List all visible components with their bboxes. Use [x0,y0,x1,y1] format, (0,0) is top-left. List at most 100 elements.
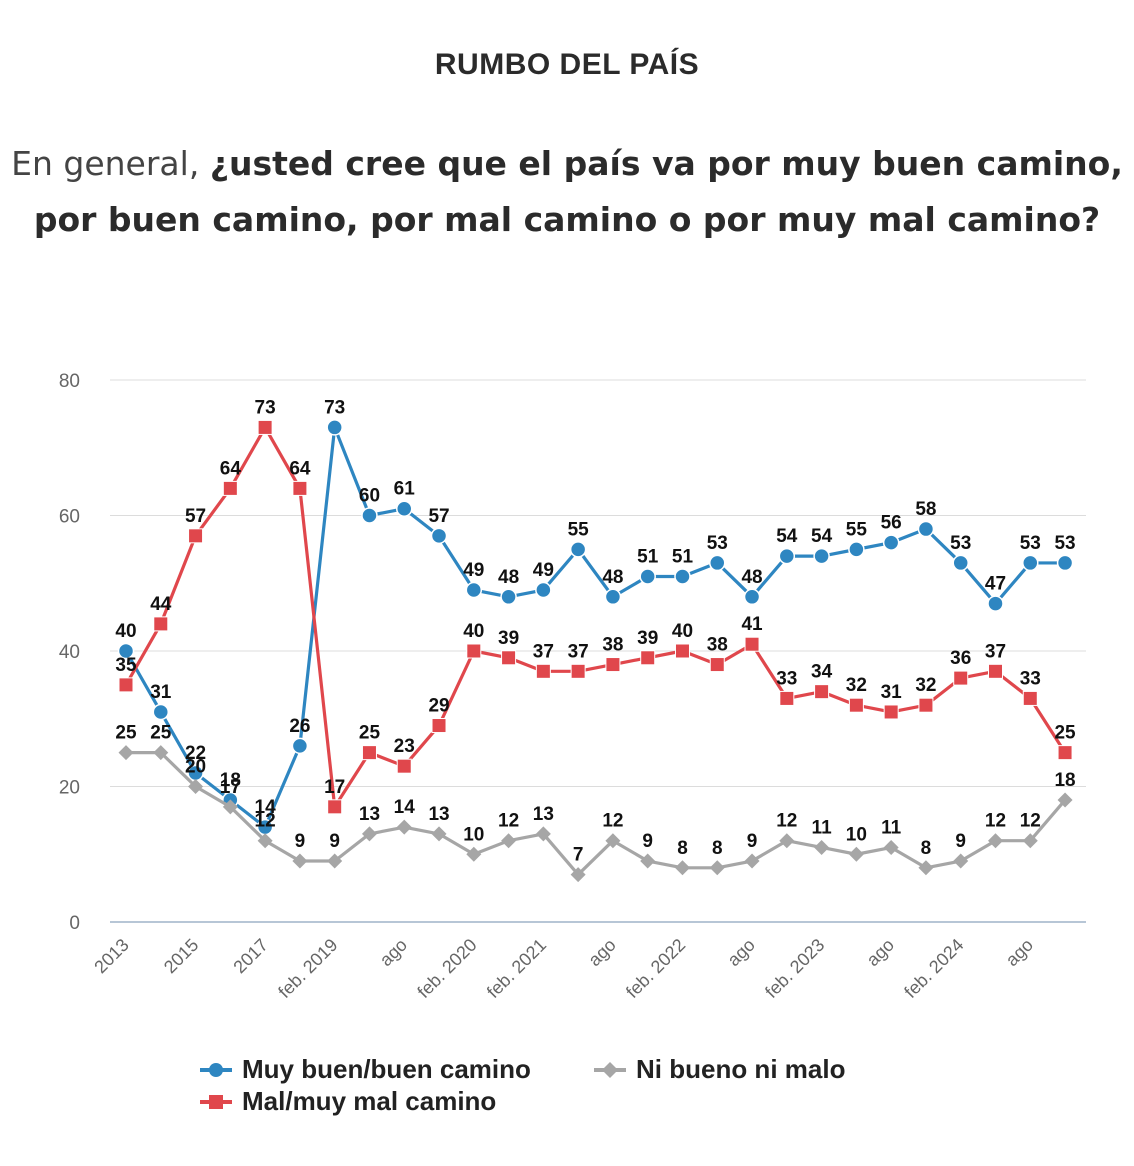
data-point [709,554,726,572]
x-tick-label: ago [723,935,758,970]
data-label: 13 [533,804,554,825]
data-label: 37 [985,641,1006,662]
data-label: 35 [115,655,137,676]
data-label: 58 [915,499,936,520]
data-label: 36 [950,648,971,669]
question-intro: En general, [11,144,210,183]
y-tick-label: 0 [69,913,80,934]
data-point [535,663,551,679]
data-point [744,636,760,652]
data-point [153,745,169,761]
series-line [124,425,1066,829]
data-label: 37 [568,641,589,662]
data-point [1022,833,1038,849]
legend-marker-diamond-icon [594,1061,626,1078]
data-point [570,867,586,883]
data-label: 11 [812,817,833,838]
data-point [640,853,656,869]
data-label: 17 [220,777,241,798]
data-point [987,595,1004,612]
data-label: 9 [329,831,340,852]
data-label: 33 [776,668,797,689]
data-point [604,588,622,606]
data-point [327,799,343,815]
data-label: 17 [324,777,345,798]
data-label: 25 [359,723,381,744]
data-point [501,833,517,849]
data-label: 34 [811,662,833,683]
data-label: 61 [394,479,416,500]
y-tick-label: 60 [59,507,80,528]
data-point [952,554,969,572]
data-label: 64 [289,458,311,479]
data-point [118,745,134,761]
data-label: 25 [150,723,172,744]
data-point [988,833,1003,849]
data-point [744,853,760,869]
data-point [117,642,135,660]
data-point [395,500,413,517]
legend-marker-circle-icon [200,1062,232,1077]
data-label: 22 [185,743,206,764]
data-label: 48 [498,567,519,588]
data-point [466,846,482,862]
x-tick-label: ago [584,935,619,970]
question-text: ¿usted cree que el país va por muy buen … [33,144,1123,239]
data-point [1022,554,1039,572]
data-point [674,860,690,876]
data-label: 8 [921,838,932,859]
data-label: 41 [741,614,763,635]
data-label: 53 [707,533,728,554]
data-point [1057,792,1073,808]
data-point [848,541,865,558]
y-tick-label: 40 [59,642,80,663]
data-label: 12 [776,811,797,832]
data-label: 7 [573,845,584,866]
data-label: 18 [220,770,241,791]
data-point [396,819,412,835]
data-point [988,663,1003,679]
x-tick-label: feb. 2024 [900,935,967,1002]
data-label: 49 [533,560,554,581]
data-label: 14 [255,797,277,818]
data-label: 11 [881,817,902,838]
data-label: 64 [220,458,242,479]
data-point [883,704,899,720]
data-point [918,860,934,876]
x-tick-label: feb. 2023 [761,935,828,1002]
data-point [501,650,517,666]
data-point [639,568,656,585]
data-point [465,581,483,599]
data-point [466,643,482,659]
data-point [431,718,447,734]
data-label: 13 [428,804,449,825]
data-label: 54 [776,526,798,547]
data-point [153,616,169,632]
data-point [917,520,935,538]
legend-label: Muy buen/buen camino [242,1054,531,1084]
data-point [918,697,934,713]
data-point [778,547,796,565]
data-label: 57 [428,506,449,527]
data-label: 39 [498,628,519,649]
data-point [292,853,308,869]
data-label: 51 [672,546,694,567]
data-point [1056,554,1074,572]
data-label: 37 [533,641,554,662]
data-point [500,588,517,606]
data-label: 40 [115,621,136,642]
data-label: 12 [1020,811,1041,832]
data-point [1057,745,1073,761]
data-label: 8 [677,838,688,859]
data-point [152,703,170,721]
data-point [431,826,447,842]
data-point [743,588,761,606]
legend-marker-square-icon [200,1094,232,1109]
data-label: 53 [1020,533,1041,554]
data-point [814,839,830,855]
data-point [953,670,969,686]
data-label: 57 [185,506,206,527]
data-point [640,650,656,666]
x-tick-label: feb. 2019 [274,935,341,1002]
